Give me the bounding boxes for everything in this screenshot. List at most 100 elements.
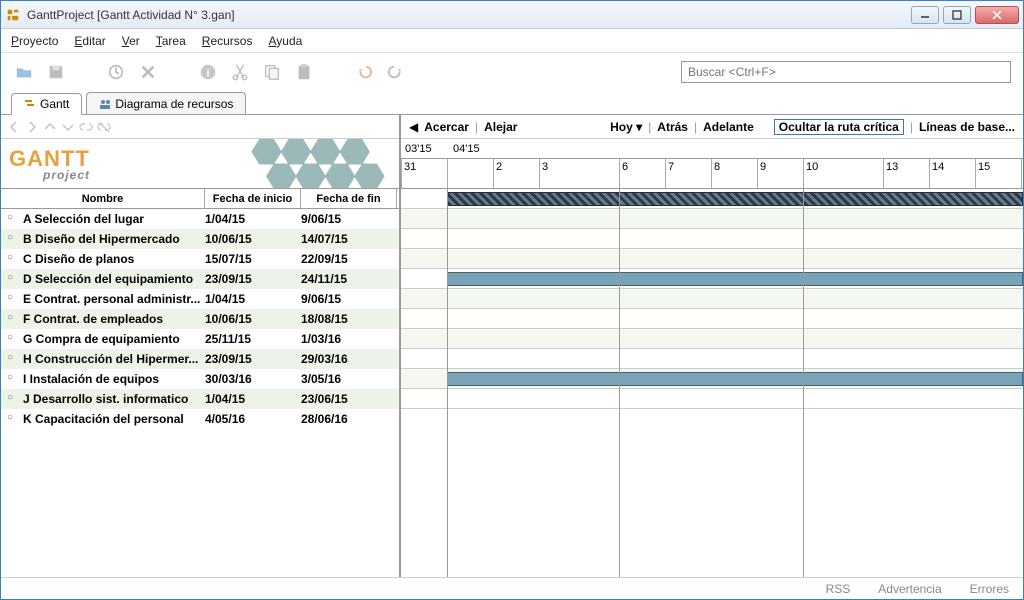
col-header-start[interactable]: Fecha de inicio [205, 189, 301, 208]
task-column-headers: Nombre Fecha de inicio Fecha de fin [1, 189, 399, 209]
task-end: 14/07/15 [301, 232, 397, 246]
task-end: 3/05/16 [301, 372, 397, 386]
gantt-icon [24, 98, 36, 110]
paste-icon[interactable] [293, 61, 315, 83]
app-icon [5, 7, 21, 23]
unlink-icon[interactable] [97, 120, 111, 134]
task-end: 23/06/15 [301, 392, 397, 406]
today-button[interactable]: Hoy ▾ [610, 120, 642, 134]
task-row[interactable]: K Capacitación del personal4/05/1628/06/… [1, 409, 399, 429]
task-start: 1/04/15 [205, 292, 301, 306]
maximize-button[interactable] [943, 6, 971, 24]
task-name: G Compra de equipamiento [1, 332, 205, 346]
main-area: GANTT project Nombre Fecha de inicio Fec… [1, 115, 1023, 577]
task-start: 23/09/15 [205, 272, 301, 286]
task-panel: GANTT project Nombre Fecha de inicio Fec… [1, 115, 401, 577]
view-tabs: Gantt Diagrama de recursos [1, 91, 1023, 115]
search-input[interactable] [681, 61, 1011, 83]
hide-critical-button[interactable]: Ocultar la ruta crítica [774, 119, 904, 135]
forward-button[interactable]: Adelante [703, 120, 754, 134]
chart-panel: ◀ Acercar | Alejar Hoy ▾ | Atrás | Adela… [401, 115, 1023, 577]
redo-icon[interactable] [385, 61, 407, 83]
task-name: A Selección del lugar [1, 212, 205, 226]
task-name: C Diseño de planos [1, 252, 205, 266]
task-name: I Instalación de equipos [1, 372, 205, 386]
status-bar: RSS Advertencia Errores [1, 577, 1023, 599]
task-start: 15/07/15 [205, 252, 301, 266]
left-arrow-icon[interactable] [7, 120, 21, 134]
gantt-bar[interactable] [447, 372, 1023, 386]
close-button[interactable] [975, 6, 1019, 24]
zoom-out-button[interactable]: Alejar [484, 120, 517, 134]
menu-proyecto[interactable]: Proyecto [11, 34, 58, 48]
delete-icon[interactable] [137, 61, 159, 83]
task-row[interactable]: J Desarrollo sist. informatico1/04/1523/… [1, 389, 399, 409]
brand-logo: GANTT project [1, 139, 399, 189]
task-list: A Selección del lugar1/04/159/06/15B Dis… [1, 209, 399, 577]
back-button[interactable]: Atrás [657, 120, 688, 134]
minimize-button[interactable] [911, 6, 939, 24]
task-end: 1/03/16 [301, 332, 397, 346]
down-arrow-icon[interactable] [61, 120, 75, 134]
collapse-icon[interactable]: ◀ [409, 120, 418, 134]
open-icon[interactable] [13, 61, 35, 83]
toolbar: i [1, 53, 1023, 91]
task-name: H Construcción del Hipermer... [1, 352, 205, 366]
info-icon[interactable]: i [197, 61, 219, 83]
task-end: 22/09/15 [301, 252, 397, 266]
menu-tarea[interactable]: Tarea [156, 34, 186, 48]
right-arrow-icon[interactable] [25, 120, 39, 134]
brand-text: GANTT [9, 146, 90, 171]
copy-icon[interactable] [261, 61, 283, 83]
task-row[interactable]: E Contrat. personal administr...1/04/159… [1, 289, 399, 309]
history-icon[interactable] [105, 61, 127, 83]
col-header-name[interactable]: Nombre [1, 189, 205, 208]
task-name: J Desarrollo sist. informatico [1, 392, 205, 406]
task-start: 10/06/15 [205, 232, 301, 246]
window-title: GanttProject [Gantt Actividad N° 3.gan] [27, 8, 911, 22]
task-row[interactable]: C Diseño de planos15/07/1522/09/15 [1, 249, 399, 269]
task-start: 10/06/15 [205, 312, 301, 326]
status-rss[interactable]: RSS [826, 582, 851, 596]
titlebar: GanttProject [Gantt Actividad N° 3.gan] [1, 1, 1023, 29]
gantt-bar[interactable] [447, 272, 1023, 286]
gantt-row [401, 389, 1023, 409]
svg-text:i: i [207, 68, 210, 80]
task-row[interactable]: B Diseño del Hipermercado10/06/1514/07/1… [1, 229, 399, 249]
gantt-row [401, 309, 1023, 329]
task-name: B Diseño del Hipermercado [1, 232, 205, 246]
task-start: 4/05/16 [205, 412, 301, 426]
task-row[interactable]: H Construcción del Hipermer...23/09/1529… [1, 349, 399, 369]
save-icon[interactable] [45, 61, 67, 83]
tab-gantt[interactable]: Gantt [11, 93, 82, 115]
window-buttons [911, 6, 1019, 24]
menu-ayuda[interactable]: Ayuda [268, 34, 302, 48]
gantt-chart[interactable] [401, 189, 1023, 577]
gantt-row [401, 369, 1023, 389]
gantt-row [401, 329, 1023, 349]
zoom-in-button[interactable]: Acercar [424, 120, 469, 134]
undo-icon[interactable] [353, 61, 375, 83]
link-icon[interactable] [79, 120, 93, 134]
up-arrow-icon[interactable] [43, 120, 57, 134]
task-end: 18/08/15 [301, 312, 397, 326]
menu-editar[interactable]: Editar [74, 34, 105, 48]
task-end: 9/06/15 [301, 292, 397, 306]
task-name: K Capacitación del personal [1, 412, 205, 426]
status-errors[interactable]: Errores [970, 582, 1009, 596]
col-header-end[interactable]: Fecha de fin [301, 189, 397, 208]
task-row[interactable]: I Instalación de equipos30/03/163/05/16 [1, 369, 399, 389]
task-row[interactable]: F Contrat. de empleados10/06/1518/08/15 [1, 309, 399, 329]
task-start: 25/11/15 [205, 332, 301, 346]
cut-icon[interactable] [229, 61, 251, 83]
baselines-button[interactable]: Líneas de base... [919, 120, 1015, 134]
menu-recursos[interactable]: Recursos [202, 34, 253, 48]
menu-ver[interactable]: Ver [122, 34, 140, 48]
gantt-bar[interactable] [447, 192, 1023, 206]
task-row[interactable]: D Selección del equipamiento23/09/1524/1… [1, 269, 399, 289]
tab-resources[interactable]: Diagrama de recursos [86, 92, 246, 114]
task-row[interactable]: G Compra de equipamiento25/11/151/03/16 [1, 329, 399, 349]
gantt-row [401, 209, 1023, 229]
task-row[interactable]: A Selección del lugar1/04/159/06/15 [1, 209, 399, 229]
status-warning[interactable]: Advertencia [878, 582, 941, 596]
